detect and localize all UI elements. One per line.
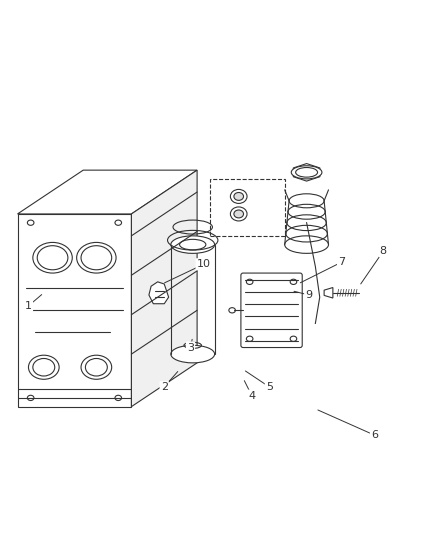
Ellipse shape [28, 355, 59, 379]
Ellipse shape [291, 166, 322, 179]
Ellipse shape [234, 210, 244, 218]
Text: 5: 5 [266, 382, 273, 392]
Polygon shape [131, 170, 197, 407]
Ellipse shape [246, 336, 253, 342]
Text: 2: 2 [161, 382, 168, 392]
Ellipse shape [77, 243, 116, 273]
Ellipse shape [81, 355, 112, 379]
Polygon shape [293, 164, 320, 181]
Ellipse shape [27, 395, 34, 400]
Polygon shape [324, 287, 333, 298]
Ellipse shape [234, 192, 244, 200]
Ellipse shape [290, 279, 297, 285]
Ellipse shape [171, 345, 215, 363]
Ellipse shape [171, 236, 215, 253]
Text: 4: 4 [248, 391, 255, 401]
Polygon shape [149, 282, 169, 304]
Ellipse shape [115, 220, 121, 225]
Text: 8: 8 [380, 246, 387, 256]
Text: 10: 10 [197, 260, 211, 269]
Ellipse shape [27, 220, 34, 225]
FancyBboxPatch shape [241, 273, 302, 348]
Ellipse shape [246, 279, 253, 285]
Ellipse shape [33, 243, 72, 273]
Polygon shape [18, 214, 131, 407]
Polygon shape [18, 170, 197, 214]
Text: 1: 1 [25, 301, 32, 311]
Text: 7: 7 [338, 257, 345, 267]
Text: 9: 9 [305, 290, 312, 300]
Ellipse shape [115, 395, 121, 400]
Text: 3: 3 [187, 343, 194, 352]
Text: 6: 6 [371, 430, 378, 440]
Ellipse shape [290, 336, 297, 342]
